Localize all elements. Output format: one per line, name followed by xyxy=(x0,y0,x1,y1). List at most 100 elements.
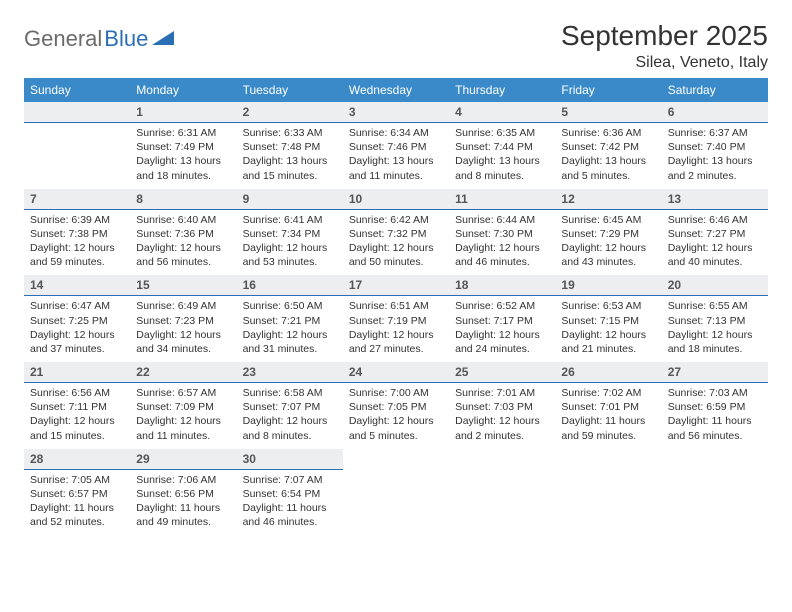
day-line: Sunset: 7:38 PM xyxy=(30,227,124,241)
day-cell: 9Sunrise: 6:41 AMSunset: 7:34 PMDaylight… xyxy=(237,189,343,276)
day-line: Sunrise: 6:37 AM xyxy=(668,126,762,140)
day-body: Sunrise: 6:39 AMSunset: 7:38 PMDaylight:… xyxy=(24,210,130,276)
day-body: Sunrise: 6:47 AMSunset: 7:25 PMDaylight:… xyxy=(24,296,130,362)
header: GeneralBlue September 2025 Silea, Veneto… xyxy=(24,20,768,72)
day-cell: 20Sunrise: 6:55 AMSunset: 7:13 PMDayligh… xyxy=(662,275,768,362)
day-line: Sunrise: 6:46 AM xyxy=(668,213,762,227)
day-number: 13 xyxy=(662,189,768,210)
day-number: 17 xyxy=(343,275,449,296)
day-line: Daylight: 12 hours and 34 minutes. xyxy=(136,328,230,356)
day-number: 25 xyxy=(449,362,555,383)
calendar: SundayMondayTuesdayWednesdayThursdayFrid… xyxy=(24,78,768,535)
day-line: Sunset: 6:54 PM xyxy=(243,487,337,501)
day-number: 5 xyxy=(555,102,661,123)
day-body xyxy=(343,470,449,479)
day-line: Sunset: 7:05 PM xyxy=(349,400,443,414)
day-number: 22 xyxy=(130,362,236,383)
day-body: Sunrise: 6:51 AMSunset: 7:19 PMDaylight:… xyxy=(343,296,449,362)
day-line: Sunset: 7:19 PM xyxy=(349,314,443,328)
day-cell xyxy=(555,449,661,536)
day-line: Daylight: 11 hours and 56 minutes. xyxy=(668,414,762,442)
day-line: Sunset: 7:03 PM xyxy=(455,400,549,414)
day-line: Daylight: 13 hours and 2 minutes. xyxy=(668,154,762,182)
day-body: Sunrise: 6:31 AMSunset: 7:49 PMDaylight:… xyxy=(130,123,236,189)
day-line: Sunrise: 6:35 AM xyxy=(455,126,549,140)
day-body xyxy=(662,470,768,479)
day-cell: 17Sunrise: 6:51 AMSunset: 7:19 PMDayligh… xyxy=(343,275,449,362)
day-number: 20 xyxy=(662,275,768,296)
day-number: 15 xyxy=(130,275,236,296)
week-row: 7Sunrise: 6:39 AMSunset: 7:38 PMDaylight… xyxy=(24,189,768,276)
day-line: Daylight: 13 hours and 8 minutes. xyxy=(455,154,549,182)
day-number: 3 xyxy=(343,102,449,123)
day-line: Sunrise: 6:55 AM xyxy=(668,299,762,313)
day-line: Daylight: 12 hours and 46 minutes. xyxy=(455,241,549,269)
day-number: 11 xyxy=(449,189,555,210)
day-number: 10 xyxy=(343,189,449,210)
day-body: Sunrise: 7:00 AMSunset: 7:05 PMDaylight:… xyxy=(343,383,449,449)
day-number: 14 xyxy=(24,275,130,296)
day-cell: 21Sunrise: 6:56 AMSunset: 7:11 PMDayligh… xyxy=(24,362,130,449)
day-number: 23 xyxy=(237,362,343,383)
day-line: Sunset: 7:30 PM xyxy=(455,227,549,241)
day-body xyxy=(555,470,661,479)
day-number: 1 xyxy=(130,102,236,123)
day-line: Sunset: 7:49 PM xyxy=(136,140,230,154)
day-cell: 26Sunrise: 7:02 AMSunset: 7:01 PMDayligh… xyxy=(555,362,661,449)
day-line: Sunrise: 6:57 AM xyxy=(136,386,230,400)
day-line: Sunrise: 6:45 AM xyxy=(561,213,655,227)
weekday-header: Sunday xyxy=(24,78,130,102)
day-cell xyxy=(449,449,555,536)
day-body: Sunrise: 7:07 AMSunset: 6:54 PMDaylight:… xyxy=(237,470,343,536)
day-line: Sunset: 6:59 PM xyxy=(668,400,762,414)
day-cell xyxy=(662,449,768,536)
day-cell: 6Sunrise: 6:37 AMSunset: 7:40 PMDaylight… xyxy=(662,102,768,189)
day-line: Sunrise: 6:31 AM xyxy=(136,126,230,140)
weekday-header: Monday xyxy=(130,78,236,102)
day-body: Sunrise: 6:57 AMSunset: 7:09 PMDaylight:… xyxy=(130,383,236,449)
day-number: 26 xyxy=(555,362,661,383)
day-cell: 15Sunrise: 6:49 AMSunset: 7:23 PMDayligh… xyxy=(130,275,236,362)
week-row: 1Sunrise: 6:31 AMSunset: 7:49 PMDaylight… xyxy=(24,102,768,189)
weekday-header: Wednesday xyxy=(343,78,449,102)
day-cell: 4Sunrise: 6:35 AMSunset: 7:44 PMDaylight… xyxy=(449,102,555,189)
day-body: Sunrise: 6:52 AMSunset: 7:17 PMDaylight:… xyxy=(449,296,555,362)
day-line: Daylight: 12 hours and 24 minutes. xyxy=(455,328,549,356)
day-cell: 19Sunrise: 6:53 AMSunset: 7:15 PMDayligh… xyxy=(555,275,661,362)
week-row: 14Sunrise: 6:47 AMSunset: 7:25 PMDayligh… xyxy=(24,275,768,362)
day-number: 19 xyxy=(555,275,661,296)
day-line: Sunset: 7:15 PM xyxy=(561,314,655,328)
day-cell: 23Sunrise: 6:58 AMSunset: 7:07 PMDayligh… xyxy=(237,362,343,449)
week-row: 21Sunrise: 6:56 AMSunset: 7:11 PMDayligh… xyxy=(24,362,768,449)
day-line: Daylight: 11 hours and 52 minutes. xyxy=(30,501,124,529)
weekday-header: Thursday xyxy=(449,78,555,102)
day-line: Sunrise: 7:07 AM xyxy=(243,473,337,487)
day-number: 16 xyxy=(237,275,343,296)
day-line: Sunset: 7:21 PM xyxy=(243,314,337,328)
day-line: Sunset: 7:27 PM xyxy=(668,227,762,241)
day-line: Sunset: 7:29 PM xyxy=(561,227,655,241)
day-line: Sunrise: 6:58 AM xyxy=(243,386,337,400)
weekday-header: Friday xyxy=(555,78,661,102)
day-line: Daylight: 13 hours and 11 minutes. xyxy=(349,154,443,182)
day-body: Sunrise: 6:42 AMSunset: 7:32 PMDaylight:… xyxy=(343,210,449,276)
day-line: Sunrise: 7:00 AM xyxy=(349,386,443,400)
day-body: Sunrise: 6:56 AMSunset: 7:11 PMDaylight:… xyxy=(24,383,130,449)
day-line: Sunrise: 6:34 AM xyxy=(349,126,443,140)
weekday-header: Tuesday xyxy=(237,78,343,102)
day-number: 4 xyxy=(449,102,555,123)
day-line: Sunrise: 6:39 AM xyxy=(30,213,124,227)
day-cell: 7Sunrise: 6:39 AMSunset: 7:38 PMDaylight… xyxy=(24,189,130,276)
day-body: Sunrise: 6:33 AMSunset: 7:48 PMDaylight:… xyxy=(237,123,343,189)
day-number: 28 xyxy=(24,449,130,470)
day-body: Sunrise: 6:46 AMSunset: 7:27 PMDaylight:… xyxy=(662,210,768,276)
day-body xyxy=(449,470,555,479)
day-line: Daylight: 12 hours and 56 minutes. xyxy=(136,241,230,269)
day-line: Sunset: 7:17 PM xyxy=(455,314,549,328)
day-line: Sunrise: 6:41 AM xyxy=(243,213,337,227)
weekday-header: Saturday xyxy=(662,78,768,102)
day-line: Daylight: 12 hours and 2 minutes. xyxy=(455,414,549,442)
day-number: 29 xyxy=(130,449,236,470)
day-number: 27 xyxy=(662,362,768,383)
day-line: Daylight: 11 hours and 59 minutes. xyxy=(561,414,655,442)
